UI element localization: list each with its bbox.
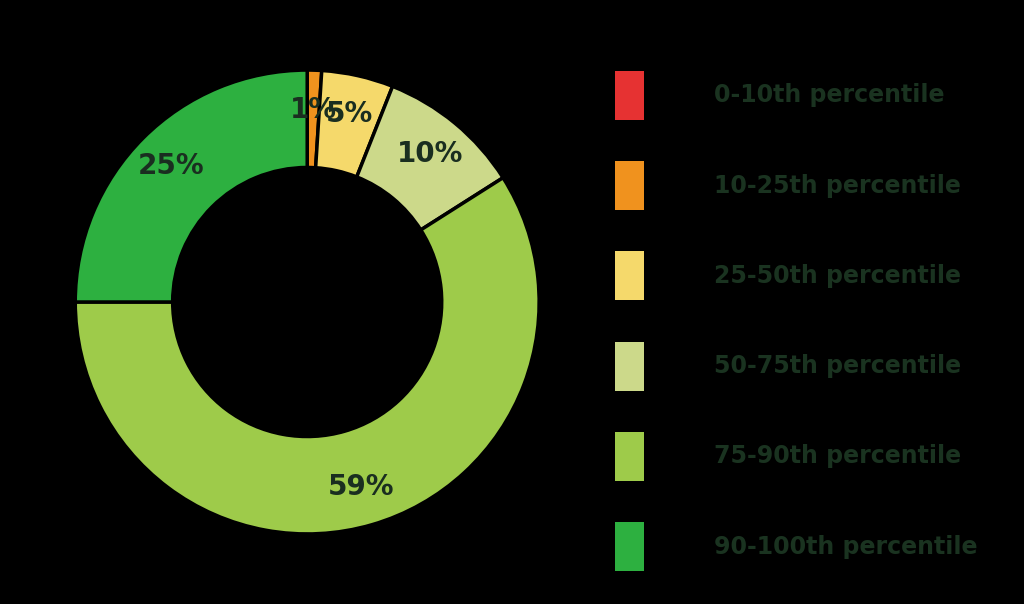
Wedge shape	[75, 178, 539, 534]
FancyBboxPatch shape	[615, 71, 644, 120]
FancyBboxPatch shape	[615, 522, 644, 571]
FancyBboxPatch shape	[615, 161, 644, 210]
Wedge shape	[75, 70, 307, 302]
Text: 1%: 1%	[290, 95, 337, 124]
Text: 50-75th percentile: 50-75th percentile	[715, 354, 962, 378]
FancyBboxPatch shape	[615, 251, 644, 300]
Text: 5%: 5%	[326, 100, 373, 128]
FancyBboxPatch shape	[615, 342, 644, 391]
Text: 25%: 25%	[138, 152, 205, 180]
FancyBboxPatch shape	[615, 432, 644, 481]
Text: 90-100th percentile: 90-100th percentile	[715, 535, 978, 559]
Text: 59%: 59%	[328, 473, 394, 501]
Text: 25-50th percentile: 25-50th percentile	[715, 264, 962, 288]
Text: 0-10th percentile: 0-10th percentile	[715, 83, 945, 108]
Text: 75-90th percentile: 75-90th percentile	[715, 445, 962, 468]
Text: 10-25th percentile: 10-25th percentile	[715, 174, 962, 198]
Wedge shape	[356, 86, 503, 230]
Wedge shape	[307, 70, 322, 168]
Text: 10%: 10%	[396, 140, 463, 168]
Wedge shape	[315, 71, 392, 177]
